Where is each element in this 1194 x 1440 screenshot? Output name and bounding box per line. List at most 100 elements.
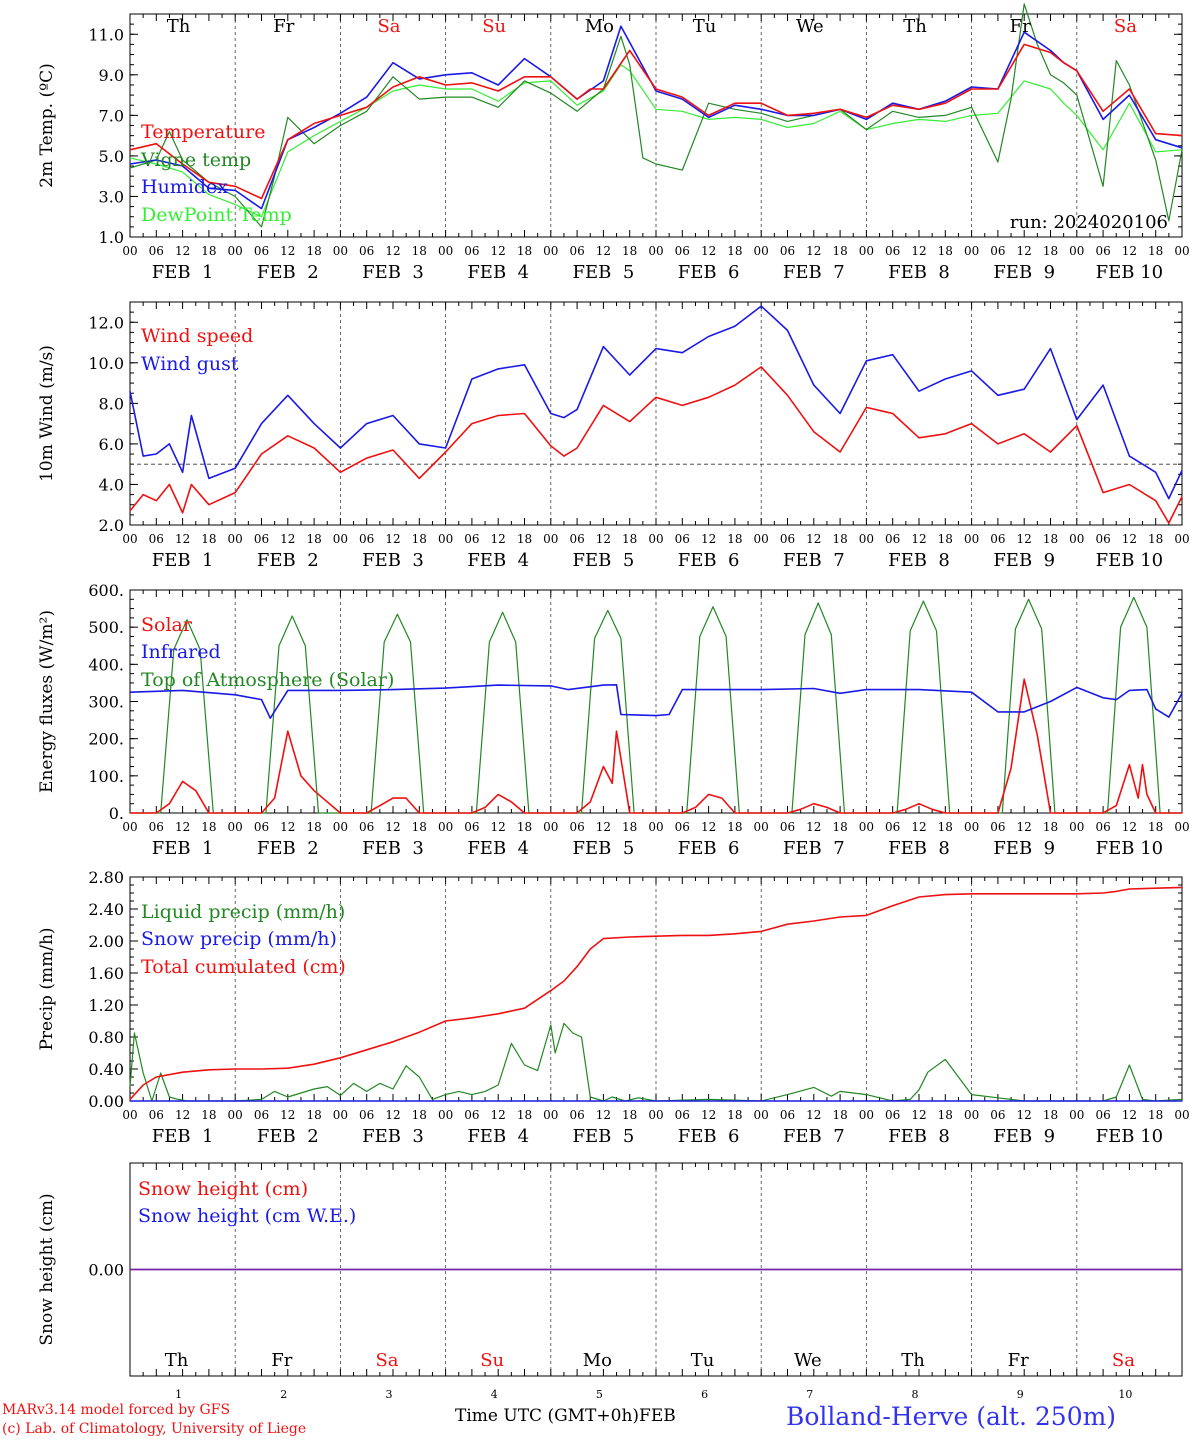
hour-tick-label: 18 [938, 1108, 953, 1122]
hour-tick-label: 12 [385, 532, 400, 546]
hour-tick-label: 12 [491, 244, 506, 258]
hour-tick-label: 18 [727, 820, 742, 834]
run-label: run: 2024020106 [1010, 212, 1168, 233]
hour-tick-label: 18 [412, 1108, 427, 1122]
panel-frame-3 [129, 589, 1183, 814]
legend-entry: Infrared [141, 641, 221, 663]
hour-tick-label: 00 [1069, 244, 1084, 258]
date-label: FEB 7 [783, 1126, 845, 1147]
date-label: FEB 6 [678, 550, 740, 571]
hour-tick-label: 00 [859, 1108, 874, 1122]
station-name: Bolland-Herve (alt. 250m) [786, 1402, 1117, 1431]
hour-tick-label: 06 [990, 532, 1005, 546]
date-label: FEB 10 [1096, 550, 1163, 571]
y-tick-label: 200. [88, 730, 124, 749]
hour-tick-label: 00 [438, 820, 453, 834]
hour-tick-label: 06 [569, 532, 584, 546]
hour-tick-label: 06 [990, 244, 1005, 258]
y-tick-label: 6.0 [99, 435, 124, 454]
hour-tick-label: 12 [806, 532, 821, 546]
date-label: FEB 8 [888, 838, 950, 859]
hour-tick-label: 00 [754, 532, 769, 546]
y-tick-label: 300. [88, 693, 124, 712]
y-tick-label: 3.0 [99, 187, 124, 206]
hour-tick-label: 18 [306, 820, 321, 834]
weekday-label-bottom: Mo [583, 1350, 612, 1371]
y-tick-label: 4.0 [99, 475, 124, 494]
legend-entry: Wind gust [141, 353, 239, 375]
hour-tick-label: 00 [543, 244, 558, 258]
hour-tick-label: 00 [122, 820, 137, 834]
weekday-label-bottom: Th [165, 1350, 189, 1371]
hour-tick-label: 06 [885, 820, 900, 834]
hour-tick-label: 18 [1148, 820, 1163, 834]
hour-tick-label: 18 [517, 1108, 532, 1122]
legend-entry: Snow height (cm W.E.) [138, 1205, 356, 1227]
hour-tick-label: 18 [938, 820, 953, 834]
weekday-label-bottom: Th [901, 1350, 925, 1371]
hour-tick-label: 06 [359, 820, 374, 834]
date-label: FEB 3 [362, 1126, 424, 1147]
hour-tick-label: 06 [464, 244, 479, 258]
hour-tick-label: 12 [701, 820, 716, 834]
date-label: FEB 10 [1096, 262, 1163, 283]
hour-tick-label: 00 [1174, 244, 1189, 258]
hour-tick-label: 18 [1043, 1108, 1058, 1122]
date-label: FEB 8 [888, 550, 950, 571]
weekday-label: Fr [273, 16, 294, 37]
hour-tick-label: 00 [859, 820, 874, 834]
date-label: FEB 5 [573, 262, 635, 283]
hour-tick-label: 12 [596, 532, 611, 546]
hour-tick-label: 12 [806, 244, 821, 258]
hour-tick-label: 12 [280, 820, 295, 834]
hour-tick-label: 18 [1148, 244, 1163, 258]
y-tick-label: 0.00 [88, 1092, 124, 1111]
y-tick-label: 400. [88, 655, 124, 674]
weekday-label: We [796, 16, 824, 37]
hour-tick-label: 18 [412, 532, 427, 546]
y-tick-label: 10.0 [88, 354, 124, 373]
hour-tick-label: 00 [964, 532, 979, 546]
y-tick-label: 2.00 [88, 932, 124, 951]
hour-tick-label: 06 [569, 1108, 584, 1122]
hour-tick-label: 06 [780, 532, 795, 546]
hour-tick-label: 00 [543, 532, 558, 546]
hour-tick-label: 12 [701, 532, 716, 546]
hour-tick-label: 00 [438, 1108, 453, 1122]
hour-tick-label: 00 [859, 532, 874, 546]
hour-tick-label: 00 [333, 532, 348, 546]
y-tick-label: 1.0 [99, 228, 124, 247]
y-tick-label: 600. [88, 581, 124, 600]
hour-tick-label: 06 [1095, 532, 1110, 546]
hour-tick-label: 00 [122, 1108, 137, 1122]
series-line-wind-speed [129, 366, 1183, 524]
legend-entry: Snow height (cm) [138, 1178, 308, 1200]
hour-tick-label: 00 [543, 820, 558, 834]
day-number-label: 8 [912, 1388, 919, 1401]
hour-tick-label: 12 [1122, 244, 1137, 258]
hour-tick-label: 06 [254, 244, 269, 258]
hour-tick-label: 18 [306, 532, 321, 546]
hour-tick-label: 06 [569, 244, 584, 258]
hour-tick-label: 06 [1095, 1108, 1110, 1122]
hour-tick-label: 06 [149, 820, 164, 834]
hour-tick-label: 18 [1148, 1108, 1163, 1122]
date-label: FEB 9 [993, 262, 1055, 283]
date-label: FEB 3 [362, 550, 424, 571]
y-tick-label: 1.60 [88, 964, 124, 983]
hour-tick-label: 12 [1017, 1108, 1032, 1122]
date-label: FEB 4 [467, 262, 529, 283]
legend-entry: Snow precip (mm/h) [141, 928, 337, 950]
weekday-label-bottom: We [794, 1350, 822, 1371]
legend-entry: Wind speed [141, 325, 253, 347]
hour-tick-label: 00 [648, 244, 663, 258]
hour-tick-label: 06 [885, 1108, 900, 1122]
hour-tick-label: 18 [622, 532, 637, 546]
hour-tick-label: 12 [385, 1108, 400, 1122]
day-number-label: 6 [701, 1388, 708, 1401]
weekday-label-bottom: Su [480, 1350, 504, 1371]
series-line-liquid-precip-mm-h- [129, 1022, 1183, 1102]
hour-tick-label: 00 [333, 1108, 348, 1122]
hour-tick-label: 18 [938, 244, 953, 258]
